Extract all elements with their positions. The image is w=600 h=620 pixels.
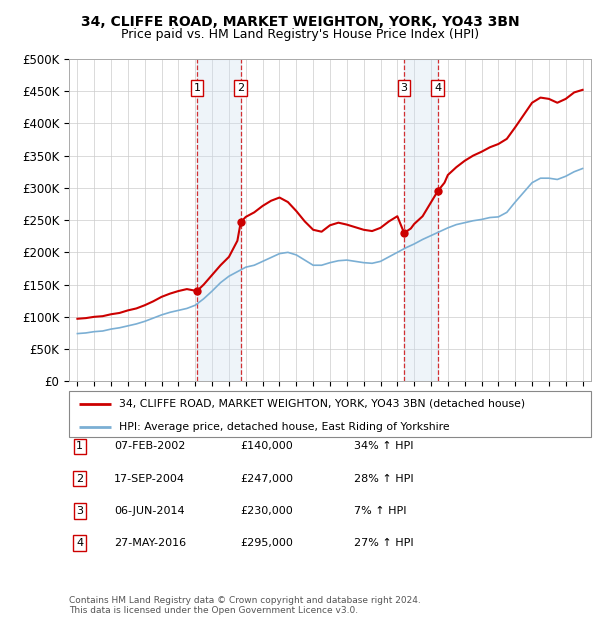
Text: £140,000: £140,000 [240,441,293,451]
Text: 4: 4 [76,538,83,548]
Text: 34% ↑ HPI: 34% ↑ HPI [354,441,413,451]
Text: Contains HM Land Registry data © Crown copyright and database right 2024.
This d: Contains HM Land Registry data © Crown c… [69,596,421,615]
Text: Price paid vs. HM Land Registry's House Price Index (HPI): Price paid vs. HM Land Registry's House … [121,28,479,41]
Text: 34, CLIFFE ROAD, MARKET WEIGHTON, YORK, YO43 3BN (detached house): 34, CLIFFE ROAD, MARKET WEIGHTON, YORK, … [119,399,525,409]
Text: 1: 1 [193,83,200,93]
Text: 27% ↑ HPI: 27% ↑ HPI [354,538,413,548]
Text: 3: 3 [76,506,83,516]
Text: £295,000: £295,000 [240,538,293,548]
Bar [197,59,241,381]
Text: HPI: Average price, detached house, East Riding of Yorkshire: HPI: Average price, detached house, East… [119,422,449,432]
Text: £247,000: £247,000 [240,474,293,484]
Text: 1: 1 [76,441,83,451]
Text: 28% ↑ HPI: 28% ↑ HPI [354,474,413,484]
Text: 27-MAY-2016: 27-MAY-2016 [114,538,186,548]
Text: 06-JUN-2014: 06-JUN-2014 [114,506,185,516]
Text: 2: 2 [76,474,83,484]
Text: 34, CLIFFE ROAD, MARKET WEIGHTON, YORK, YO43 3BN: 34, CLIFFE ROAD, MARKET WEIGHTON, YORK, … [80,16,520,30]
Text: 4: 4 [434,83,442,93]
FancyBboxPatch shape [69,391,591,437]
Bar [404,59,438,381]
Text: £230,000: £230,000 [240,506,293,516]
Text: 17-SEP-2004: 17-SEP-2004 [114,474,185,484]
Text: 7% ↑ HPI: 7% ↑ HPI [354,506,407,516]
Text: 2: 2 [237,83,244,93]
Text: 3: 3 [401,83,407,93]
Text: 07-FEB-2002: 07-FEB-2002 [114,441,185,451]
